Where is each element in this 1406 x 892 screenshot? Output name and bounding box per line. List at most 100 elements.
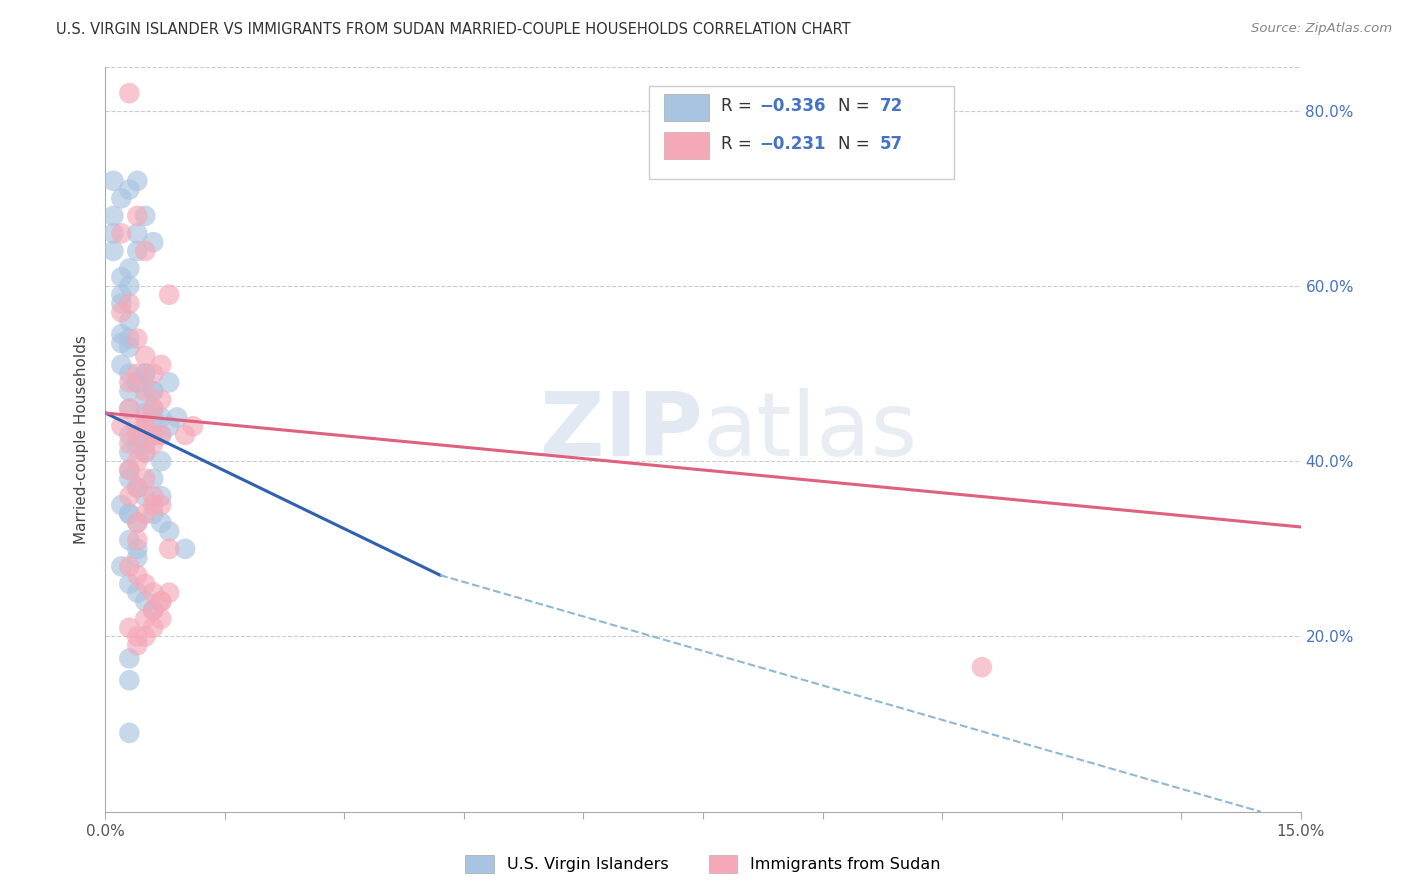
Point [150,498,173,512]
Point [142,401,165,416]
Point [142,489,165,503]
Point [150,358,173,372]
Point [118,279,141,293]
Point [127,244,149,258]
Point [174,428,197,442]
Point [127,541,149,556]
Point [127,227,149,241]
Point [134,489,156,503]
Point [118,384,141,398]
Point [157,541,180,556]
Y-axis label: Married-couple Households: Married-couple Households [75,334,90,544]
Point [142,585,165,599]
Point [150,612,173,626]
Point [110,327,132,342]
Point [110,191,132,205]
Point [134,577,156,591]
Point [118,577,141,591]
Point [157,376,180,390]
Text: R =: R = [721,97,756,115]
Point [118,559,141,574]
Point [134,419,156,434]
Point [110,227,132,241]
Point [118,428,141,442]
Point [110,498,132,512]
Point [127,419,149,434]
Point [150,392,173,407]
Point [134,244,156,258]
Point [157,287,180,301]
Point [127,568,149,582]
FancyBboxPatch shape [664,95,709,121]
Point [134,630,156,644]
Point [134,349,156,363]
Point [181,419,204,434]
Point [118,401,141,416]
Point [142,603,165,617]
Text: N =: N = [838,97,875,115]
Point [142,472,165,486]
Point [118,651,141,665]
Point [157,524,180,539]
Point [134,367,156,381]
Point [142,428,165,442]
Point [110,559,132,574]
Point [142,428,165,442]
Point [118,367,141,381]
Point [970,660,993,674]
Text: ZIP: ZIP [540,388,703,475]
Point [157,419,180,434]
Point [110,358,132,372]
Point [118,183,141,197]
Point [127,376,149,390]
Point [103,244,125,258]
Point [118,296,141,310]
Point [150,594,173,608]
Point [127,638,149,652]
Point [142,235,165,249]
Point [127,481,149,495]
Point [127,516,149,530]
Text: R =: R = [721,135,756,153]
Point [110,270,132,285]
Point [127,454,149,468]
Point [174,541,197,556]
Text: Source: ZipAtlas.com: Source: ZipAtlas.com [1251,22,1392,36]
Point [127,209,149,223]
Point [134,436,156,450]
Point [118,463,141,477]
Point [134,445,156,459]
Point [110,305,132,319]
Point [127,332,149,346]
Point [118,621,141,635]
Text: atlas: atlas [703,388,918,475]
Text: U.S. VIRGIN ISLANDER VS IMMIGRANTS FROM SUDAN MARRIED-COUPLE HOUSEHOLDS CORRELAT: U.S. VIRGIN ISLANDER VS IMMIGRANTS FROM … [56,22,851,37]
Point [142,401,165,416]
Point [134,410,156,425]
Text: −0.231: −0.231 [759,135,825,153]
Point [134,392,156,407]
Point [150,410,173,425]
Point [142,410,165,425]
Text: 57: 57 [880,135,903,153]
Point [118,445,141,459]
Point [118,332,141,346]
Point [110,287,132,301]
Point [118,472,141,486]
Point [110,335,132,350]
Point [110,296,132,310]
Point [127,367,149,381]
Point [127,550,149,565]
Point [127,630,149,644]
Point [134,612,156,626]
Point [118,436,141,450]
Point [118,261,141,276]
Point [118,401,141,416]
Point [142,621,165,635]
Point [134,406,156,420]
Point [142,507,165,521]
Point [142,384,165,398]
Point [134,367,156,381]
Point [142,384,165,398]
Point [150,516,173,530]
